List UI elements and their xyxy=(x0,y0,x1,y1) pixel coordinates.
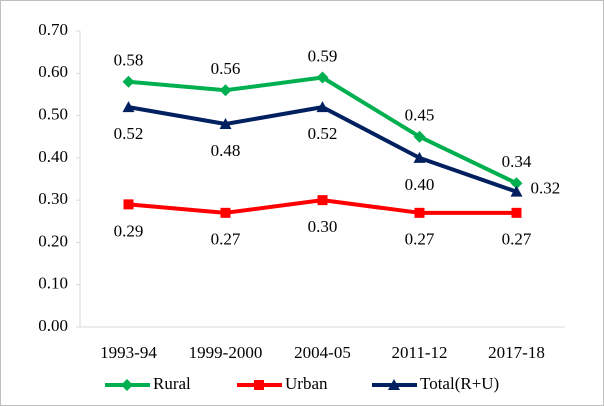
x-tick-label: 1993-94 xyxy=(100,343,157,362)
data-label: 0.27 xyxy=(502,230,532,249)
data-label: 0.56 xyxy=(211,59,241,78)
marker xyxy=(122,101,135,113)
marker xyxy=(510,177,523,190)
marker xyxy=(414,207,425,218)
y-tick-label: 0.30 xyxy=(38,189,68,208)
marker xyxy=(316,101,329,113)
marker xyxy=(413,130,426,143)
data-label: 0.59 xyxy=(308,46,338,65)
legend-marker xyxy=(254,380,264,390)
y-tick-label: 0.60 xyxy=(38,62,68,81)
marker xyxy=(511,207,522,218)
data-label: 0.34 xyxy=(502,152,532,171)
x-tick-label: 1999-2000 xyxy=(189,343,263,362)
x-tick-label: 2017-18 xyxy=(488,343,545,362)
marker xyxy=(317,195,328,206)
x-tick-label: 2004-05 xyxy=(294,343,351,362)
legend-label: Urban xyxy=(285,374,328,393)
data-label: 0.29 xyxy=(114,221,144,240)
marker xyxy=(413,151,426,163)
marker xyxy=(510,185,523,197)
legend-label: Rural xyxy=(153,374,191,393)
y-tick-label: 0.50 xyxy=(38,104,68,123)
marker xyxy=(220,207,231,218)
marker xyxy=(219,118,232,130)
marker xyxy=(316,71,329,84)
data-label: 0.27 xyxy=(405,230,435,249)
y-tick-label: 0.40 xyxy=(38,147,68,166)
x-tick-label: 2011-12 xyxy=(391,343,447,362)
data-label: 0.58 xyxy=(114,51,144,70)
data-label: 0.40 xyxy=(405,175,435,194)
data-label: 0.48 xyxy=(211,141,241,160)
data-label: 0.45 xyxy=(405,106,435,125)
data-label: 0.52 xyxy=(308,124,338,143)
y-tick-label: 0.00 xyxy=(38,316,68,335)
legend-marker xyxy=(388,379,400,390)
marker xyxy=(219,84,232,97)
y-tick-label: 0.20 xyxy=(38,231,68,250)
data-label: 0.52 xyxy=(114,124,144,143)
data-label: 0.32 xyxy=(531,179,561,198)
legend-marker xyxy=(121,379,133,391)
y-tick-label: 0.70 xyxy=(38,20,68,39)
marker xyxy=(123,199,134,210)
y-tick-label: 0.10 xyxy=(38,274,68,293)
legend-label: Total(R+U) xyxy=(420,374,499,393)
data-label: 0.30 xyxy=(308,217,338,236)
data-label: 0.27 xyxy=(211,230,241,249)
marker xyxy=(122,75,135,88)
